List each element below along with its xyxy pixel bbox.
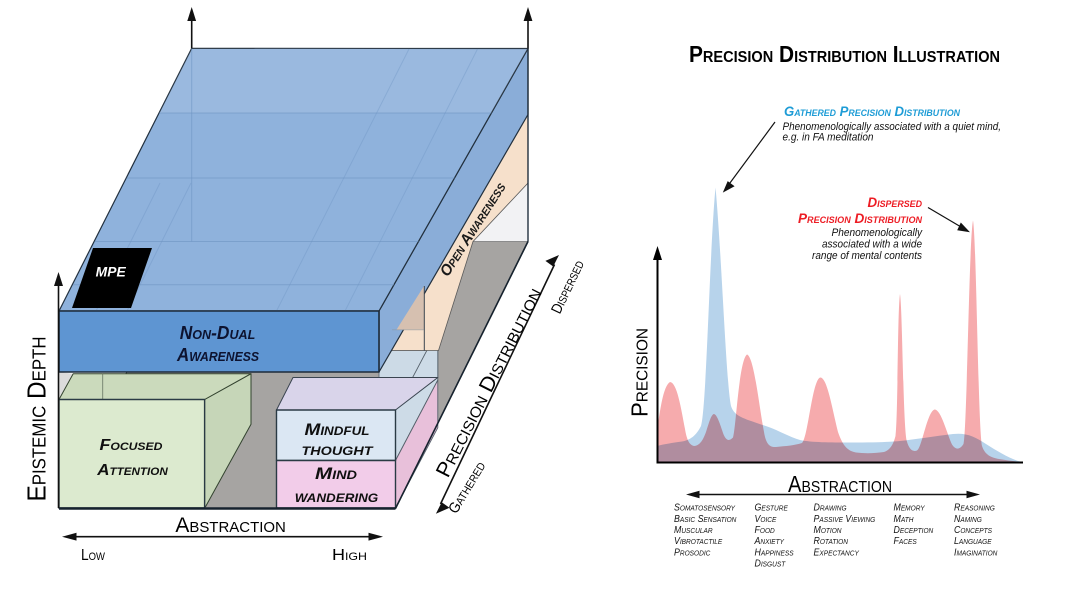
svg-text:Motion: Motion xyxy=(814,523,843,535)
svg-text:Low: Low xyxy=(81,547,106,564)
svg-text:Phenomenologically: Phenomenologically xyxy=(832,227,924,239)
svg-text:MPE: MPE xyxy=(96,265,127,280)
svg-text:Abstraction: Abstraction xyxy=(788,471,892,497)
svg-text:Imagination: Imagination xyxy=(954,546,998,558)
svg-text:Gathered Precision Distributio: Gathered Precision Distribution xyxy=(784,104,960,119)
svg-text:Math: Math xyxy=(894,512,915,524)
svg-text:Precision Distribution Illustr: Precision Distribution Illustration xyxy=(689,41,1000,67)
svg-text:Attention: Attention xyxy=(96,462,169,479)
svg-text:Dispersed: Dispersed xyxy=(868,195,923,210)
svg-text:Expectancy: Expectancy xyxy=(814,546,861,558)
svg-text:Faces: Faces xyxy=(894,535,917,547)
svg-text:Somatosensory: Somatosensory xyxy=(674,501,736,513)
svg-text:Gesture: Gesture xyxy=(755,501,789,513)
svg-text:Happiness: Happiness xyxy=(755,546,794,558)
svg-text:wandering: wandering xyxy=(295,487,379,506)
svg-text:range of mental contents: range of mental contents xyxy=(812,250,922,262)
svg-text:Language: Language xyxy=(954,535,992,547)
svg-text:Vibrotactile: Vibrotactile xyxy=(674,535,723,547)
svg-text:Reasoning: Reasoning xyxy=(954,501,995,513)
svg-text:associated with a wide: associated with a wide xyxy=(822,239,922,251)
svg-text:Basic Sensation: Basic Sensation xyxy=(674,512,737,524)
svg-text:Concepts: Concepts xyxy=(954,523,992,535)
svg-text:Epistemic Depth: Epistemic Depth xyxy=(22,337,52,502)
svg-text:thought: thought xyxy=(302,440,375,459)
svg-text:High: High xyxy=(332,547,367,564)
svg-text:Disgust: Disgust xyxy=(755,557,786,569)
svg-text:Non-Dual: Non-Dual xyxy=(180,323,256,343)
svg-text:Food: Food xyxy=(755,523,775,535)
svg-text:Memory: Memory xyxy=(894,501,926,513)
svg-text:Muscular: Muscular xyxy=(674,523,713,535)
svg-text:Mindful: Mindful xyxy=(305,420,370,439)
svg-text:Deception: Deception xyxy=(894,523,935,535)
svg-text:Precision Distribution: Precision Distribution xyxy=(798,211,922,226)
svg-text:Focused: Focused xyxy=(100,437,163,454)
svg-text:Voice: Voice xyxy=(755,512,777,524)
svg-text:Prosodic: Prosodic xyxy=(674,546,711,558)
svg-text:Rotation: Rotation xyxy=(814,535,849,547)
svg-text:Mind: Mind xyxy=(315,464,357,483)
svg-text:e.g. in FA meditation: e.g. in FA meditation xyxy=(783,132,874,144)
svg-text:Precision: Precision xyxy=(627,328,653,417)
svg-text:Phenomenologically associated: Phenomenologically associated with a qui… xyxy=(783,121,1002,133)
svg-text:Awareness: Awareness xyxy=(176,345,259,365)
svg-text:Anxiety: Anxiety xyxy=(754,535,786,547)
svg-text:Passive Viewing: Passive Viewing xyxy=(814,512,876,524)
svg-text:Abstraction: Abstraction xyxy=(175,514,286,537)
svg-text:Drawing: Drawing xyxy=(814,501,848,513)
svg-text:Naming: Naming xyxy=(954,512,982,524)
